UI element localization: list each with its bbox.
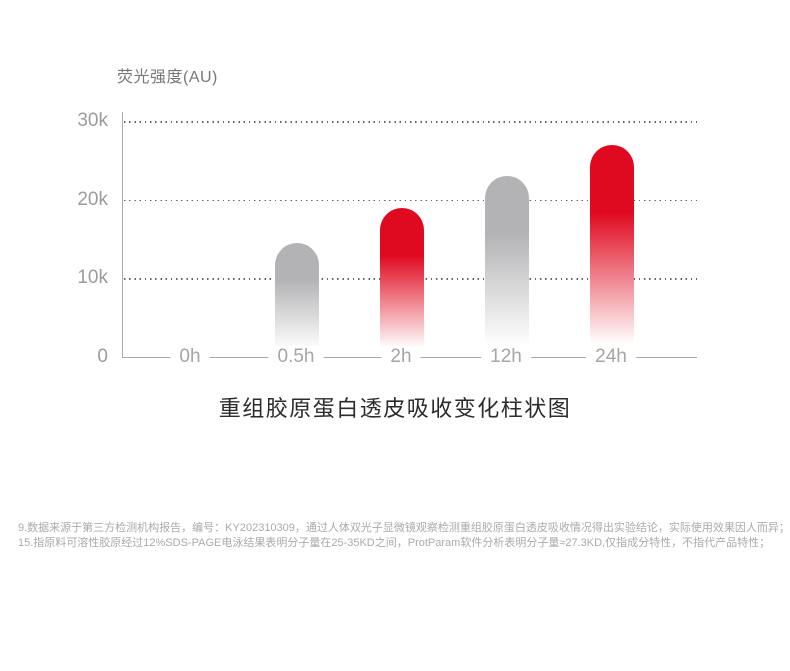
x-axis: 0h 0.5h 2h 12h 24h bbox=[122, 346, 697, 368]
x-tick-label-24h: 24h bbox=[586, 346, 636, 368]
x-tick-label-12h: 12h bbox=[481, 346, 531, 368]
y-axis-title: 荧光强度(AU) bbox=[117, 69, 218, 86]
chart-title: 重组胶原蛋白透皮吸收变化柱状图 bbox=[218, 396, 572, 421]
bar-2h bbox=[380, 207, 424, 357]
bar-24h bbox=[590, 144, 634, 357]
footnote-line: 15.指原料可溶性胶原经过12%SDS-PAGE电泳结果表明分子量在25-35K… bbox=[18, 537, 771, 549]
x-tick-label-0h: 0h bbox=[170, 346, 210, 368]
footnotes: 9.数据来源于第三方检测机构报告，编号：KY202310309，通过人体双光子显… bbox=[18, 521, 790, 551]
footnote-line: 9.数据来源于第三方检测机构报告，编号：KY202310309，通过人体双光子显… bbox=[18, 522, 790, 534]
plot-area bbox=[122, 112, 698, 357]
gridline-30k bbox=[124, 121, 697, 123]
x-tick-label-0.5h: 0.5h bbox=[268, 346, 324, 368]
y-tick-label-10k: 10k bbox=[77, 267, 108, 289]
y-tick-label-20k: 20k bbox=[77, 188, 108, 210]
x-tick-label-2h: 2h bbox=[381, 346, 421, 368]
y-tick-label-0: 0 bbox=[97, 346, 108, 367]
bar-0.5h bbox=[275, 242, 319, 357]
bar-12h bbox=[485, 176, 529, 357]
gridline-20k bbox=[124, 199, 697, 202]
y-tick-label-30k: 30k bbox=[77, 110, 108, 131]
